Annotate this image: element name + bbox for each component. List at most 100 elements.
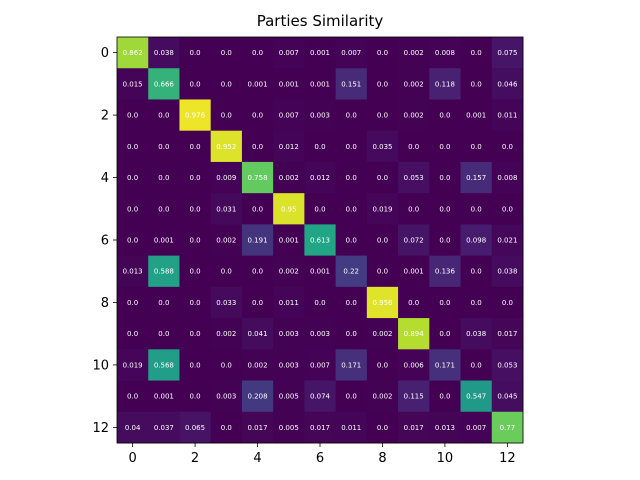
heatmap-cell-label: 0.136 — [435, 268, 456, 276]
heatmap-cell-label: 0.157 — [466, 174, 486, 182]
heatmap-cell — [304, 380, 337, 413]
heatmap-cell-label: 0.002 — [279, 174, 299, 182]
heatmap-cell — [179, 130, 212, 163]
heatmap-cell — [429, 318, 461, 350]
heatmap-cell — [491, 318, 524, 350]
heatmap-cell-label: 0.0 — [471, 80, 482, 88]
heatmap-cell-label: 0.002 — [248, 361, 268, 369]
heatmap-cell — [460, 380, 493, 413]
heatmap-cell-label: 0.0 — [190, 361, 201, 369]
heatmap-cell — [460, 349, 493, 381]
heatmap-cell-label: 0.171 — [341, 361, 361, 369]
y-tick-label: 4 — [101, 171, 109, 186]
heatmap-cell-label: 0.0 — [127, 143, 138, 151]
heatmap-cell — [460, 286, 493, 319]
heatmap-cell-label: 0.0 — [190, 143, 201, 151]
heatmap-cell — [491, 68, 524, 100]
heatmap-cell-label: 0.0 — [221, 80, 232, 88]
heatmap-cell — [273, 318, 305, 350]
heatmap-cell — [429, 68, 461, 100]
heatmap-cell-label: 0.0 — [252, 205, 263, 213]
heatmap-cell-label: 0.001 — [404, 268, 424, 276]
heatmap-cell-label: 0.0 — [127, 237, 138, 245]
heatmap-cell — [179, 161, 212, 194]
heatmap-cell-label: 0.0 — [346, 143, 357, 151]
heatmap-cell-label: 0.012 — [279, 143, 299, 151]
heatmap-cell-label: 0.171 — [435, 361, 455, 369]
heatmap-cell — [148, 224, 180, 257]
heatmap-cell-label: 0.0 — [377, 49, 388, 57]
heatmap-cell-label: 0.0 — [377, 174, 388, 182]
heatmap-cell — [429, 224, 461, 257]
heatmap-cell-label: 0.003 — [310, 112, 330, 120]
heatmap-cell-label: 0.0 — [408, 143, 419, 151]
heatmap-cell-labels: 0.862 0.038 0.0 0.0 0.0 0.007 0.001 0.007 0.0 0.0… — [123, 49, 518, 432]
heatmap-cell — [117, 318, 149, 350]
heatmap-cell-label: 0.0 — [221, 268, 232, 276]
heatmap-cell — [398, 193, 430, 225]
heatmap-cell-label: 0.007 — [310, 361, 330, 369]
heatmap-cell — [460, 161, 493, 194]
heatmap-cell-label: 0.046 — [497, 80, 518, 88]
heatmap-cell — [210, 161, 243, 194]
heatmap-cell-label: 0.0 — [502, 143, 513, 151]
heatmap-cell — [179, 349, 212, 381]
heatmap-cell — [241, 286, 274, 319]
heatmap-cell — [398, 255, 430, 288]
heatmap-cell — [491, 349, 524, 381]
heatmap-cell-label: 0.0 — [190, 80, 201, 88]
heatmap-cell-label: 0.0 — [471, 361, 482, 369]
heatmap-cell — [398, 68, 430, 100]
heatmap-cell — [117, 255, 149, 288]
heatmap-cell-label: 0.0 — [190, 393, 201, 401]
heatmap-cell — [117, 380, 149, 413]
heatmap-cell — [179, 318, 212, 350]
heatmap-cell-label: 0.0 — [408, 299, 419, 307]
heatmap-cell — [491, 224, 524, 257]
heatmap-cell-label: 0.0 — [439, 112, 450, 120]
heatmap-cell-label: 0.031 — [216, 205, 236, 213]
heatmap-cell-label: 0.0 — [471, 205, 482, 213]
heatmap-cell-label: 0.008 — [435, 49, 455, 57]
heatmap-cell-label: 0.0 — [127, 393, 138, 401]
heatmap-cell — [304, 349, 337, 381]
x-tick-label: 4 — [253, 451, 261, 466]
heatmap-cell — [304, 286, 337, 319]
heatmap-cell-label: 0.0 — [346, 112, 357, 120]
heatmap-cell-label: 0.191 — [248, 237, 268, 245]
heatmap-cell — [210, 130, 243, 163]
heatmap-cell-label: 0.22 — [343, 268, 359, 276]
heatmap-cell-label: 0.005 — [279, 393, 299, 401]
heatmap-cell-label: 0.0 — [127, 299, 138, 307]
heatmap-cell-label: 0.0 — [190, 205, 201, 213]
heatmap-cell-label: 0.0 — [190, 330, 201, 338]
heatmap-cell — [491, 286, 524, 319]
heatmap-cell-label: 0.053 — [497, 361, 517, 369]
heatmap-cell-label: 0.001 — [310, 80, 330, 88]
heatmap-cell — [179, 286, 212, 319]
heatmap-cell — [491, 380, 524, 413]
heatmap-cell-label: 0.0 — [471, 143, 482, 151]
heatmap-cell-label: 0.0 — [346, 299, 357, 307]
heatmap-cell-label: 0.0 — [221, 112, 232, 120]
heatmap-cell — [241, 193, 274, 225]
heatmap-cell-label: 0.008 — [497, 174, 517, 182]
heatmap-cell — [491, 411, 524, 444]
heatmap-cell — [460, 37, 493, 69]
y-tick-label: 8 — [101, 296, 109, 311]
heatmap-cell — [366, 318, 399, 350]
heatmap-cell — [366, 37, 399, 69]
heatmap-cell-label: 0.0 — [127, 205, 138, 213]
heatmap-cells — [117, 37, 524, 444]
heatmap-cell-label: 0.0 — [439, 299, 450, 307]
heatmap-cell-label: 0.007 — [466, 424, 486, 432]
heatmap-cell — [398, 37, 430, 69]
heatmap-cell-label: 0.038 — [466, 330, 486, 338]
heatmap-cell — [273, 161, 305, 194]
heatmap-cell — [273, 37, 305, 69]
heatmap-cell — [273, 224, 305, 257]
chart-title: Parties Similarity — [257, 12, 384, 30]
heatmap-cell — [304, 68, 337, 100]
heatmap-cell — [117, 68, 149, 100]
heatmap-cell-label: 0.208 — [248, 393, 268, 401]
